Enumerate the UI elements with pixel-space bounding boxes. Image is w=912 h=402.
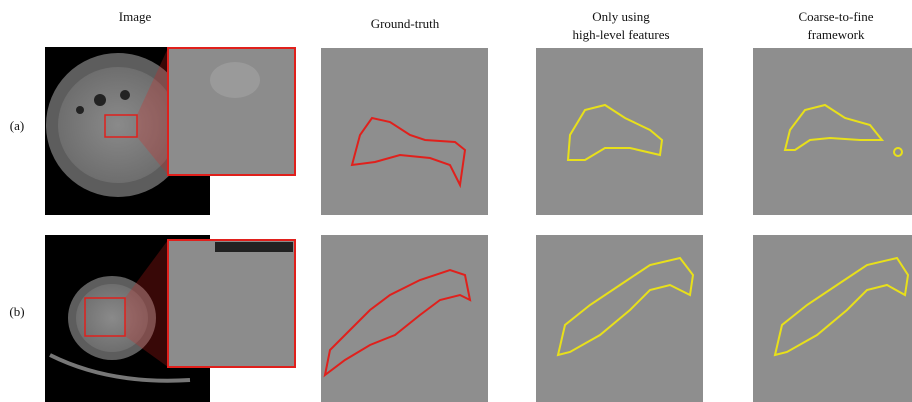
panel [536, 48, 703, 215]
column-header: Ground-truth [371, 16, 440, 31]
row-label: (b) [9, 304, 24, 319]
column-header: Only using [592, 9, 650, 24]
column-header: high-level features [572, 27, 669, 42]
column-header: Image [119, 9, 152, 24]
panel [321, 235, 488, 402]
ct-image [45, 47, 295, 215]
column-header: Coarse-to-fine [798, 9, 873, 24]
figure: Image Ground-truth Only using high-level… [0, 0, 912, 402]
page: Image Ground-truth Only using high-level… [0, 0, 912, 402]
panel [753, 48, 912, 215]
row-label: (a) [10, 118, 24, 133]
ct-image [45, 235, 295, 402]
column-header: framework [807, 27, 865, 42]
